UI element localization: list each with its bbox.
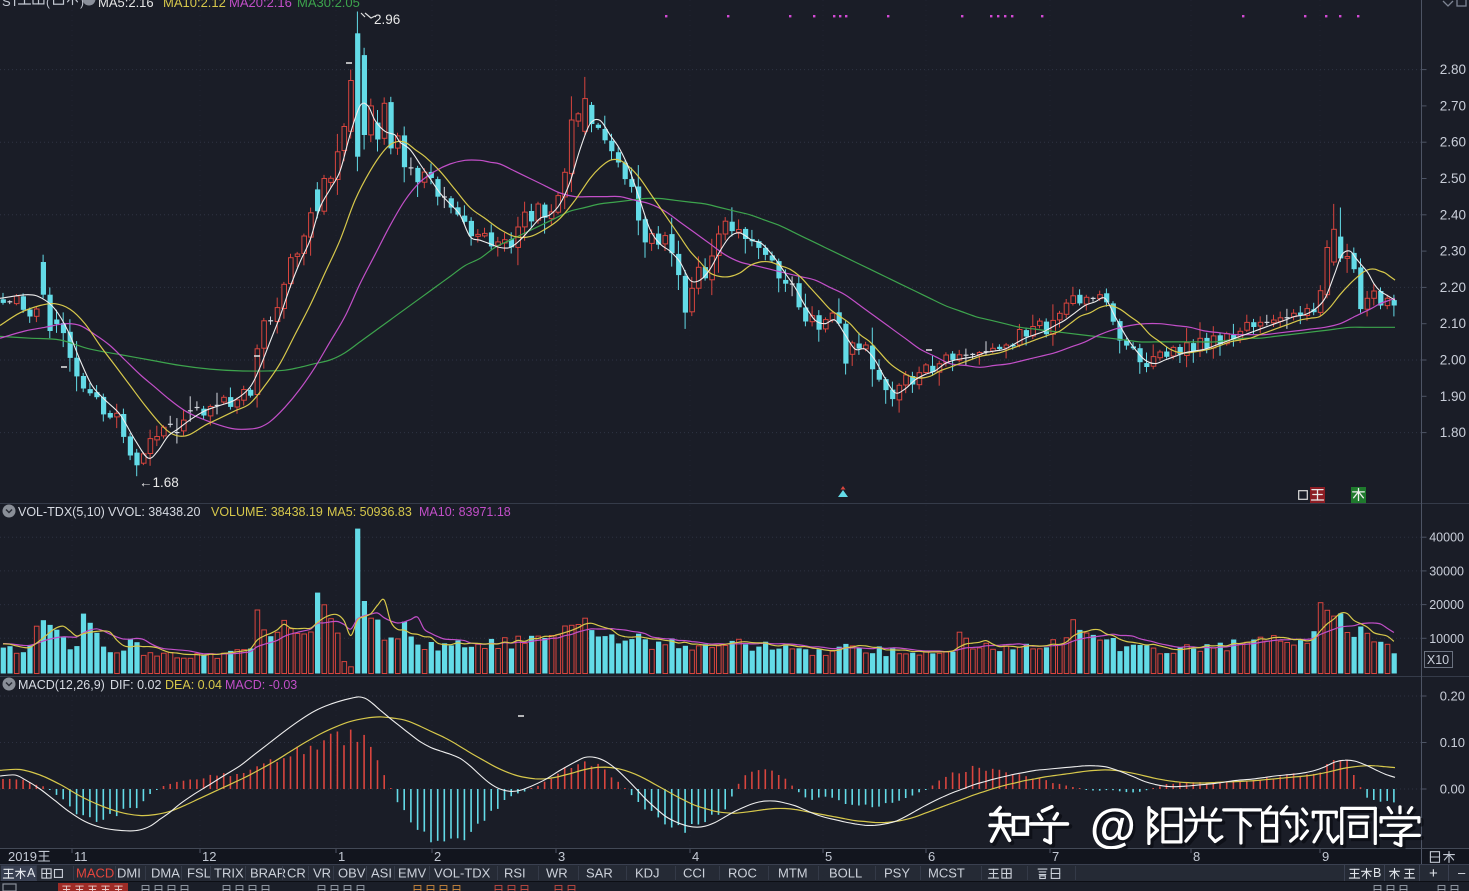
svg-text:RSI: RSI [504,866,526,881]
svg-text:MA10:2.12: MA10:2.12 [163,0,226,10]
svg-text:30000: 30000 [1429,564,1464,578]
svg-text:7: 7 [1052,849,1059,864]
svg-text:DIF: 0.02: DIF: 0.02 [110,678,161,692]
svg-text:2.70: 2.70 [1440,98,1466,113]
svg-text:X10: X10 [1427,653,1449,667]
svg-text:OBV: OBV [338,866,366,881]
svg-text:MACD: -0.03: MACD: -0.03 [225,678,297,692]
svg-text:MA10: 83971.18: MA10: 83971.18 [419,505,511,519]
svg-text:BRAR: BRAR [250,866,286,881]
svg-text:B: B [1373,866,1381,880]
svg-text:2.96: 2.96 [374,12,400,27]
svg-text:MTM: MTM [778,866,808,881]
svg-text:1.90: 1.90 [1440,389,1466,404]
svg-text:MA30:2.05: MA30:2.05 [297,0,360,10]
svg-text:2.40: 2.40 [1440,207,1466,222]
svg-text:BOLL: BOLL [829,866,862,881]
svg-text:4: 4 [692,849,699,864]
svg-text:–: – [1458,865,1466,880]
svg-text:CR: CR [287,866,306,881]
svg-text:0.00: 0.00 [1440,782,1465,797]
svg-text:VVOL: 38438.20: VVOL: 38438.20 [108,505,200,519]
svg-text:ROC: ROC [728,866,757,881]
svg-text:DEA: 0.04: DEA: 0.04 [165,678,222,692]
svg-text:MACD: MACD [76,866,114,881]
svg-text:TRIX: TRIX [214,866,244,881]
svg-text:MA5: 50936.83: MA5: 50936.83 [327,505,412,519]
svg-text:SAR: SAR [586,866,613,881]
svg-text:VOL-TDX: VOL-TDX [434,866,491,881]
svg-text:KDJ: KDJ [635,866,660,881]
svg-text:FSL: FSL [187,866,211,881]
svg-text:1: 1 [338,849,345,864]
svg-text:MCST: MCST [928,866,965,881]
svg-text:2: 2 [434,849,441,864]
svg-text:2.60: 2.60 [1440,135,1466,150]
svg-text:0.20: 0.20 [1440,689,1465,704]
svg-text:WR: WR [546,866,568,881]
svg-text:40000: 40000 [1429,531,1464,545]
svg-text:+: + [1429,865,1438,882]
svg-text:2019: 2019 [8,849,37,864]
svg-text:1.80: 1.80 [1440,425,1466,440]
svg-text:11: 11 [74,849,88,864]
svg-text:2.30: 2.30 [1440,244,1466,259]
svg-text:2.20: 2.20 [1440,280,1466,295]
svg-text:(: ( [46,0,50,9]
svg-text:VOL-TDX(5,10): VOL-TDX(5,10) [18,505,105,519]
svg-text:5: 5 [825,849,832,864]
svg-text:20000: 20000 [1429,598,1464,612]
svg-text:MACD(12,26,9): MACD(12,26,9) [18,678,105,692]
svg-text:DMA: DMA [151,866,180,881]
svg-text:EMV: EMV [398,866,427,881]
svg-text:0.10: 0.10 [1440,735,1465,750]
svg-text:MA20:2.16: MA20:2.16 [229,0,292,10]
svg-text:PSY: PSY [884,866,910,881]
svg-text:9: 9 [1322,849,1329,864]
svg-text:8: 8 [1193,849,1200,864]
svg-text:@: @ [1090,799,1136,852]
svg-text:DMI: DMI [117,866,141,881]
svg-text:ST: ST [2,0,19,9]
svg-text:6: 6 [928,849,935,864]
svg-text:←1.68: ←1.68 [139,475,179,490]
svg-text:3: 3 [558,849,565,864]
svg-text:2.10: 2.10 [1440,316,1466,331]
svg-text:VOLUME: 38438.19: VOLUME: 38438.19 [211,505,323,519]
svg-text:@: @ [1093,802,1139,855]
svg-text:ASI: ASI [371,866,392,881]
svg-text:2.00: 2.00 [1440,353,1466,368]
svg-text:CCI: CCI [683,866,705,881]
svg-text:): ) [80,0,84,9]
svg-text:12: 12 [202,849,216,864]
svg-text:VR: VR [313,866,331,881]
svg-text:A: A [27,866,36,880]
svg-text:MA5:2.16: MA5:2.16 [98,0,154,10]
svg-text:2.80: 2.80 [1440,62,1466,77]
svg-text:10000: 10000 [1429,632,1464,646]
svg-text:2.50: 2.50 [1440,171,1466,186]
